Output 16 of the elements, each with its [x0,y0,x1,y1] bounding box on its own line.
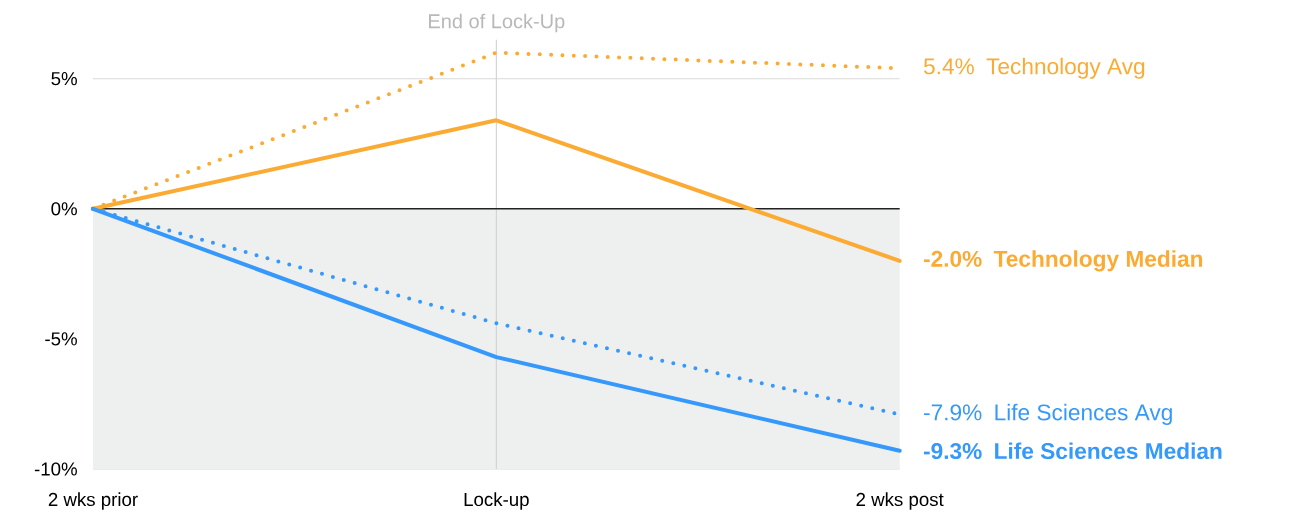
data-label: -7.9% [924,404,982,421]
text: Technology Median [993,250,1203,272]
x-tick-label: Lock-up [464,492,529,510]
data-label: -2.0% [923,250,982,267]
text: Technology Avg [986,57,1145,79]
data-label: -9.3% [923,443,982,460]
y-tick-label: -10% [34,462,77,476]
text: Life Sciences Avg [995,403,1172,425]
data-label: 5.4% [923,58,974,75]
x-tick-label: 2 wks prior [48,492,138,510]
x-tick-label: 2 wks post [856,492,944,510]
text: Life Sciences Median [995,442,1222,460]
y-tick-label: 5% [51,72,77,86]
y-tick-label: 0% [51,202,77,216]
y-tick-label: -5% [45,332,77,346]
ref-line-label: End of Lock-Up [429,13,565,33]
